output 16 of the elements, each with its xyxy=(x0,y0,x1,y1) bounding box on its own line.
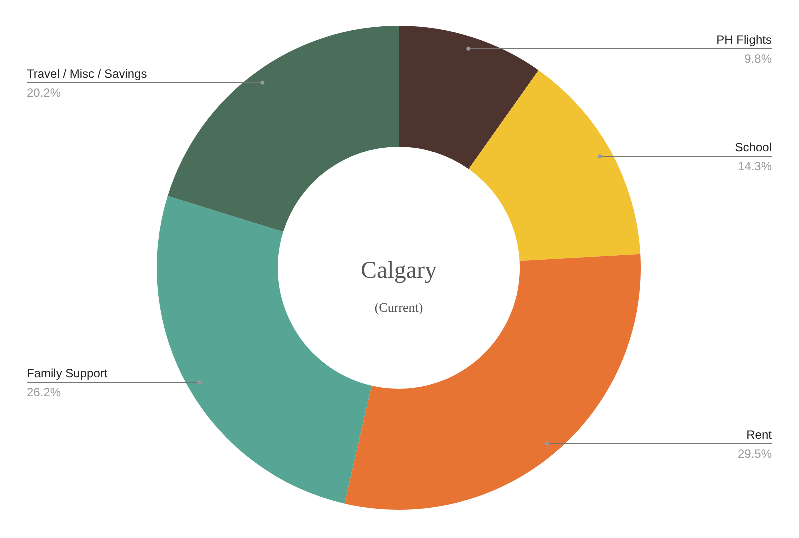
donut-slice xyxy=(344,254,641,510)
data-label: 14.3% xyxy=(738,160,772,174)
donut-slice xyxy=(168,26,399,232)
text: Calgary xyxy=(361,258,437,284)
slice-label: Rent xyxy=(746,428,773,442)
slice-label: School xyxy=(735,140,772,155)
data-label: 9.8% xyxy=(744,52,772,66)
donut-slice xyxy=(468,70,641,262)
data-label: 20.2% xyxy=(27,86,62,100)
slice-label: Travel / Misc / Savings xyxy=(27,66,148,81)
data-label: 26.2% xyxy=(27,386,62,400)
text: (Current) xyxy=(374,300,424,315)
data-label: 29.5% xyxy=(738,446,772,461)
slice-label: PH Flights xyxy=(716,32,772,47)
slice-label: Family Support xyxy=(27,366,108,381)
donut-slice xyxy=(399,26,539,170)
